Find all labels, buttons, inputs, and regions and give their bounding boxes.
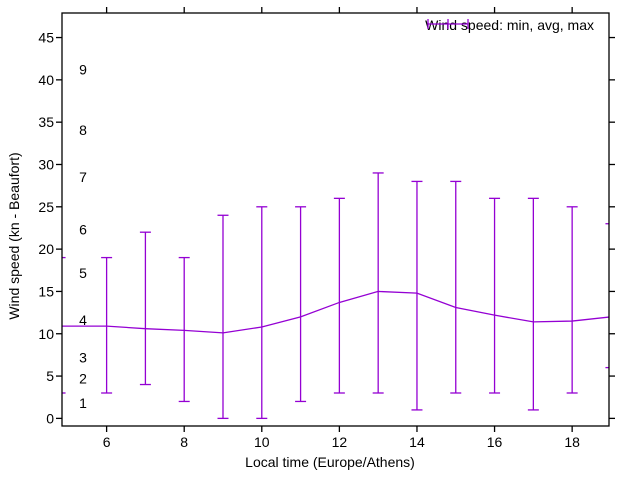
y-tick-label: 5: [46, 368, 54, 384]
x-tick-label: 8: [180, 434, 188, 450]
beaufort-scale-label: 9: [79, 62, 87, 78]
legend-label: Wind speed: min, avg, max: [425, 17, 594, 33]
y-axis-title: Wind speed (kn - Beaufort): [6, 152, 22, 320]
beaufort-scale-label: 3: [79, 349, 87, 365]
x-tick-label: 6: [103, 434, 111, 450]
beaufort-scale-label: 8: [79, 122, 87, 138]
errorbar-sample-icon: [427, 19, 469, 29]
beaufort-scale-label: 7: [79, 169, 87, 185]
legend: Wind speed: min, avg, max: [425, 17, 594, 33]
beaufort-scale-label: 2: [79, 371, 87, 387]
y-tick-label: 15: [38, 283, 54, 299]
beaufort-scale-label: 6: [79, 222, 87, 238]
y-tick-label: 0: [46, 410, 54, 426]
beaufort-scale-label: 4: [79, 312, 87, 328]
y-tick-label: 30: [38, 156, 54, 172]
y-tick-label: 10: [38, 326, 54, 342]
x-tick-label: 16: [487, 434, 503, 450]
x-axis-title: Local time (Europe/Athens): [245, 454, 415, 470]
x-tick-label: 10: [254, 434, 270, 450]
x-tick-label: 14: [409, 434, 425, 450]
errorbar-series: [62, 172, 609, 420]
y-tick-label: 45: [38, 30, 54, 46]
x-tick-label: 18: [564, 434, 580, 450]
beaufort-scale-label: 5: [79, 265, 87, 281]
beaufort-scale-label: 1: [79, 395, 87, 411]
avg-line: [62, 290, 609, 334]
x-tick-label: 12: [332, 434, 348, 450]
y-tick-label: 25: [38, 199, 54, 215]
y-tick-label: 20: [38, 241, 54, 257]
axes-border: [56, 7, 615, 432]
y-tick-label: 35: [38, 114, 54, 130]
y-tick-label: 40: [38, 72, 54, 88]
